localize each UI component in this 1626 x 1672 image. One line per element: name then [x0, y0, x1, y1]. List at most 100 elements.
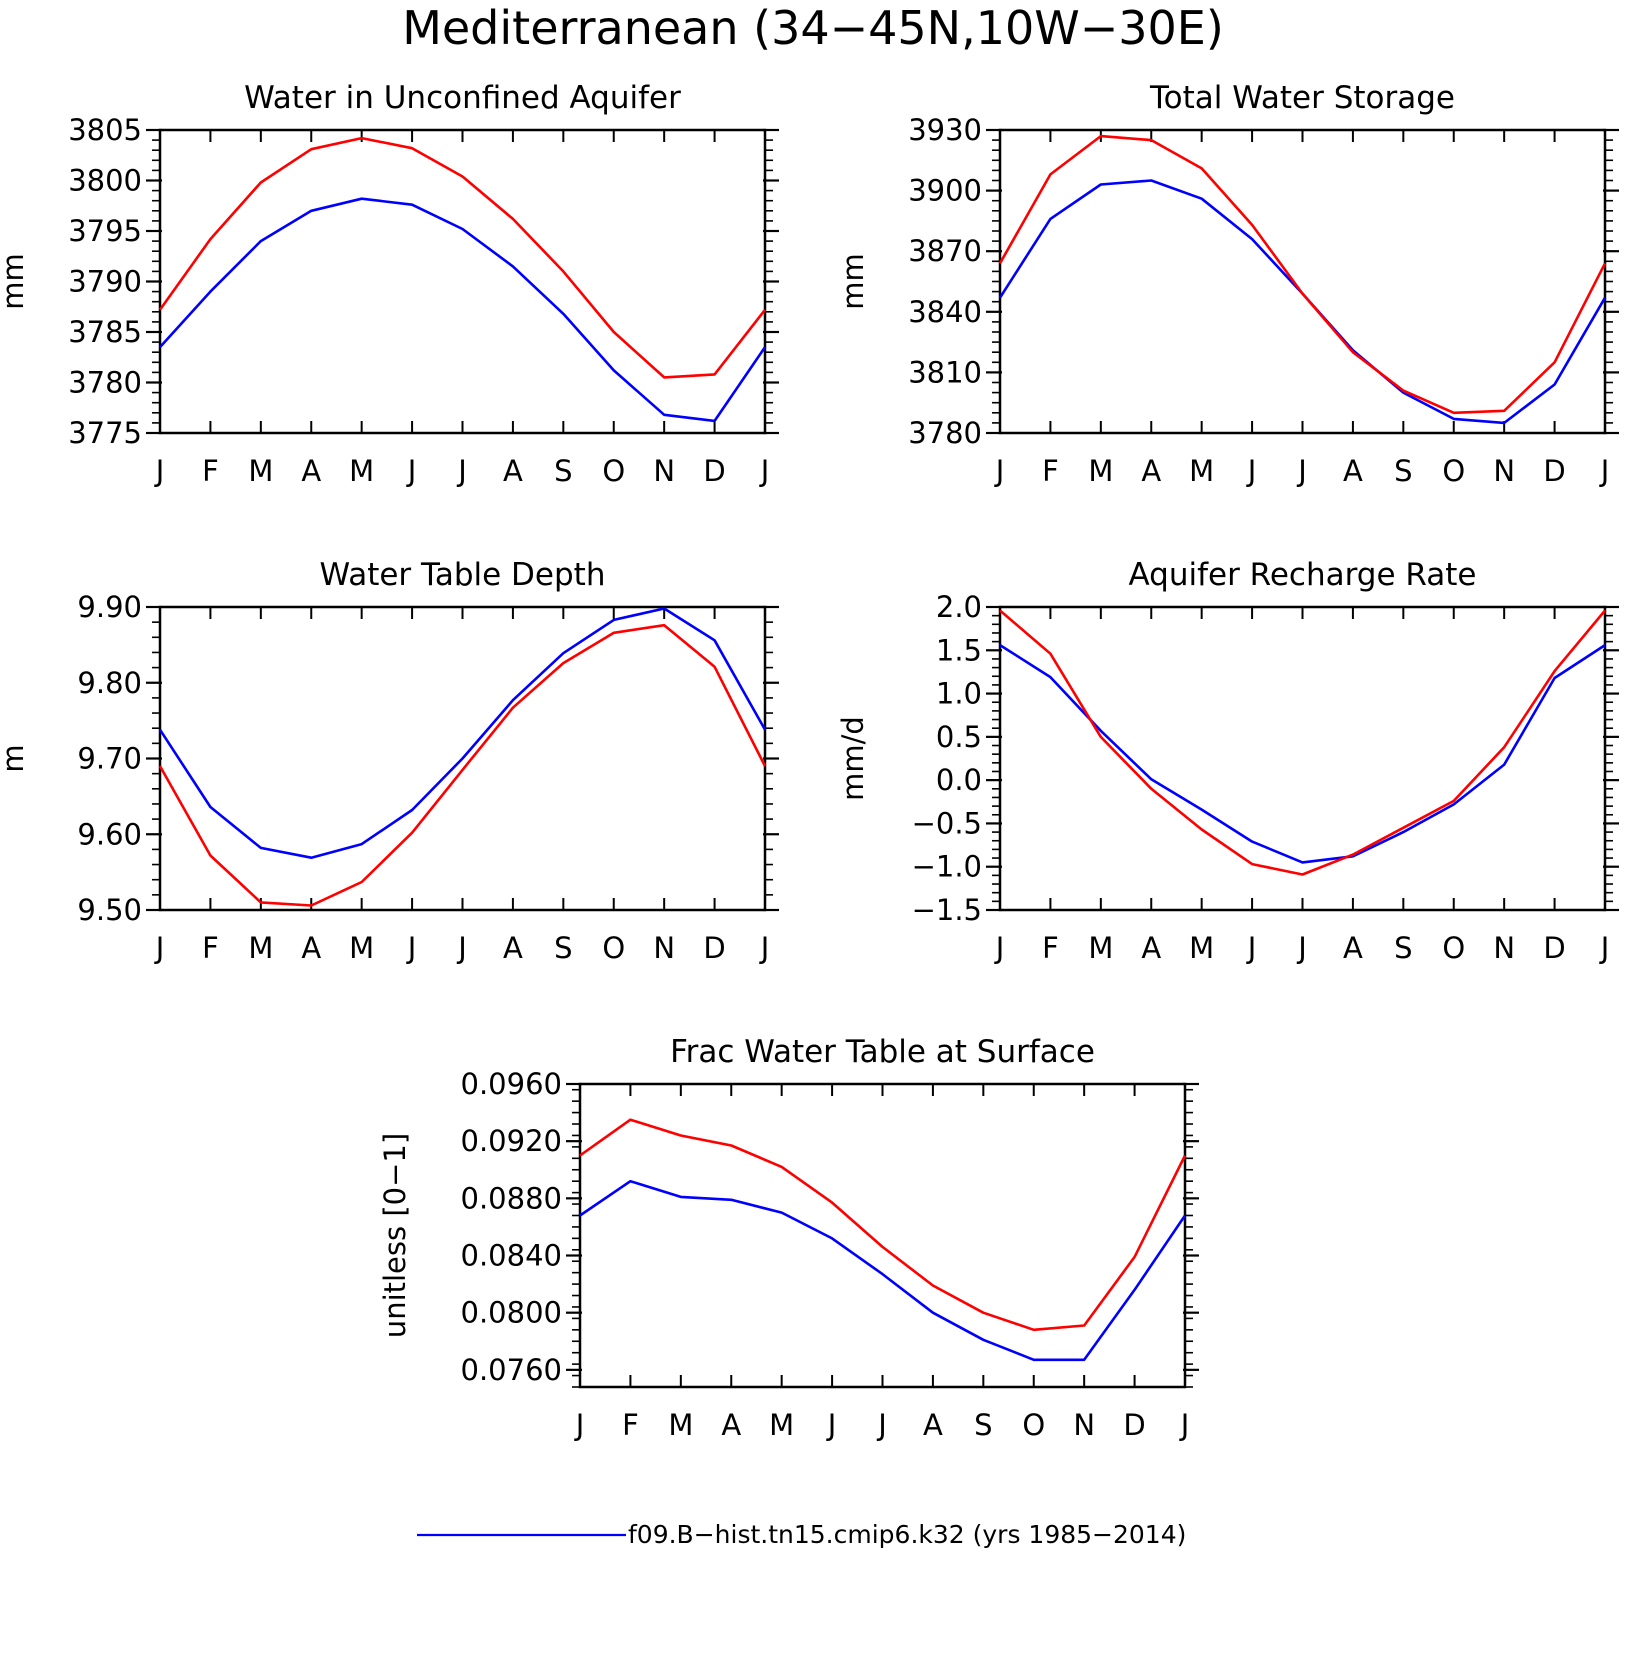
y-tick-label: −1.0	[912, 850, 982, 884]
x-tick-label: S	[1394, 454, 1412, 488]
x-tick-label: M	[349, 454, 374, 488]
x-tick-label: D	[703, 454, 725, 488]
legend: f09.B−hist.tn15.cmip6.k32 (yrs 1985−2014…	[417, 1520, 1186, 1672]
x-tick-label: N	[1493, 931, 1515, 965]
x-tick-label: S	[1394, 931, 1412, 965]
x-tick-label: A	[301, 454, 321, 488]
x-tick-label: J	[876, 1408, 887, 1442]
panel-title: Water in Unconfined Aquifer	[244, 80, 681, 116]
series-line-k32	[999, 644, 1606, 864]
x-tick-label: J	[406, 454, 417, 488]
x-tick-label: D	[1123, 1408, 1145, 1442]
x-tick-label: A	[1343, 454, 1363, 488]
x-tick-label: F	[202, 931, 219, 965]
x-tick-label: O	[1442, 454, 1465, 488]
x-tick-label: J	[1179, 1408, 1190, 1442]
x-tick-label: J	[994, 454, 1005, 488]
y-tick-label: −0.5	[912, 806, 982, 840]
y-axis-label: m	[0, 744, 30, 772]
series-line-k32	[159, 197, 767, 423]
plot-frame	[998, 128, 1607, 435]
x-tick-label: J	[154, 454, 165, 488]
x-tick-label: A	[1343, 931, 1363, 965]
y-tick-label: 3780	[908, 416, 982, 450]
x-tick-label: O	[602, 454, 625, 488]
x-tick-label: J	[1246, 454, 1257, 488]
panel-title: Aquifer Recharge Rate	[1129, 557, 1477, 593]
y-axis-label: mm/d	[836, 716, 870, 801]
x-tick-label: A	[923, 1408, 943, 1442]
x-tick-label: M	[349, 931, 374, 965]
x-tick-label: A	[1141, 931, 1161, 965]
y-tick-label: 3785	[68, 315, 142, 349]
y-tick-label: 0.0840	[461, 1239, 562, 1273]
y-tick-label: 3900	[908, 174, 982, 208]
x-tick-label: A	[503, 931, 523, 965]
x-tick-label: J	[826, 1408, 837, 1442]
series-line-k40	[999, 609, 1606, 876]
panel-title: Total Water Storage	[1149, 80, 1455, 116]
x-tick-label: O	[1022, 1408, 1045, 1442]
x-tick-label: J	[759, 931, 770, 965]
y-tick-label: 0.0920	[461, 1124, 562, 1158]
x-tick-label: J	[1599, 454, 1610, 488]
legend-label: f09.B−hist.tn15.cmip6.k40 (yrs 1985−2014…	[628, 1668, 1186, 1672]
panel-title: Frac Water Table at Surface	[670, 1034, 1095, 1070]
y-tick-label: 9.60	[77, 817, 142, 851]
y-tick-label: 3840	[908, 295, 982, 329]
x-tick-label: N	[1073, 1408, 1095, 1442]
x-tick-label: D	[703, 931, 725, 965]
y-tick-label: 0.0960	[461, 1067, 562, 1101]
series-line-k32	[998, 179, 1607, 425]
y-tick-label: 1.5	[936, 633, 982, 667]
x-tick-label: J	[406, 931, 417, 965]
y-tick-label: 9.80	[77, 666, 142, 700]
y-tick-label: 3810	[908, 355, 982, 389]
x-tick-label: A	[301, 931, 321, 965]
series-line-k32	[158, 607, 767, 860]
y-tick-label: 0.0	[936, 763, 982, 797]
y-tick-label: 3780	[68, 366, 142, 400]
plot-frame	[998, 605, 1607, 912]
x-tick-label: S	[554, 454, 572, 488]
x-tick-label: D	[1543, 454, 1565, 488]
x-tick-label: A	[503, 454, 523, 488]
series-line-k32	[579, 1179, 1187, 1362]
x-tick-label: O	[1442, 931, 1465, 965]
x-tick-label: F	[622, 1408, 639, 1442]
x-tick-label: A	[721, 1408, 741, 1442]
x-tick-label: O	[602, 931, 625, 965]
y-tick-label: 3795	[68, 214, 142, 248]
x-tick-label: S	[974, 1408, 992, 1442]
x-tick-label: F	[1042, 931, 1059, 965]
y-tick-label: 9.70	[77, 742, 142, 776]
x-tick-label: F	[1042, 454, 1059, 488]
x-tick-label: M	[668, 1408, 693, 1442]
y-axis-label: mm	[0, 253, 30, 310]
x-tick-label: J	[456, 454, 467, 488]
y-tick-label: 3800	[68, 164, 142, 198]
series-line-k40	[579, 1118, 1187, 1332]
series-line-k40	[998, 134, 1607, 415]
y-tick-label: 0.0760	[461, 1353, 562, 1387]
x-tick-label: M	[248, 454, 273, 488]
y-tick-label: 0.5	[936, 720, 982, 754]
y-axis-label: unitless [0−1]	[378, 1133, 412, 1338]
x-tick-label: M	[1189, 931, 1214, 965]
x-tick-label: J	[574, 1408, 585, 1442]
y-tick-label: 3775	[68, 416, 142, 450]
x-tick-label: N	[1493, 454, 1515, 488]
y-tick-label: 3930	[908, 113, 982, 147]
x-tick-label: S	[554, 931, 572, 965]
x-tick-label: N	[653, 454, 675, 488]
y-tick-label: 0.0880	[461, 1181, 562, 1215]
series-line-k40	[158, 623, 767, 907]
y-tick-label: 9.90	[77, 590, 142, 624]
x-tick-label: J	[1296, 454, 1307, 488]
y-tick-label: 9.50	[77, 893, 142, 927]
